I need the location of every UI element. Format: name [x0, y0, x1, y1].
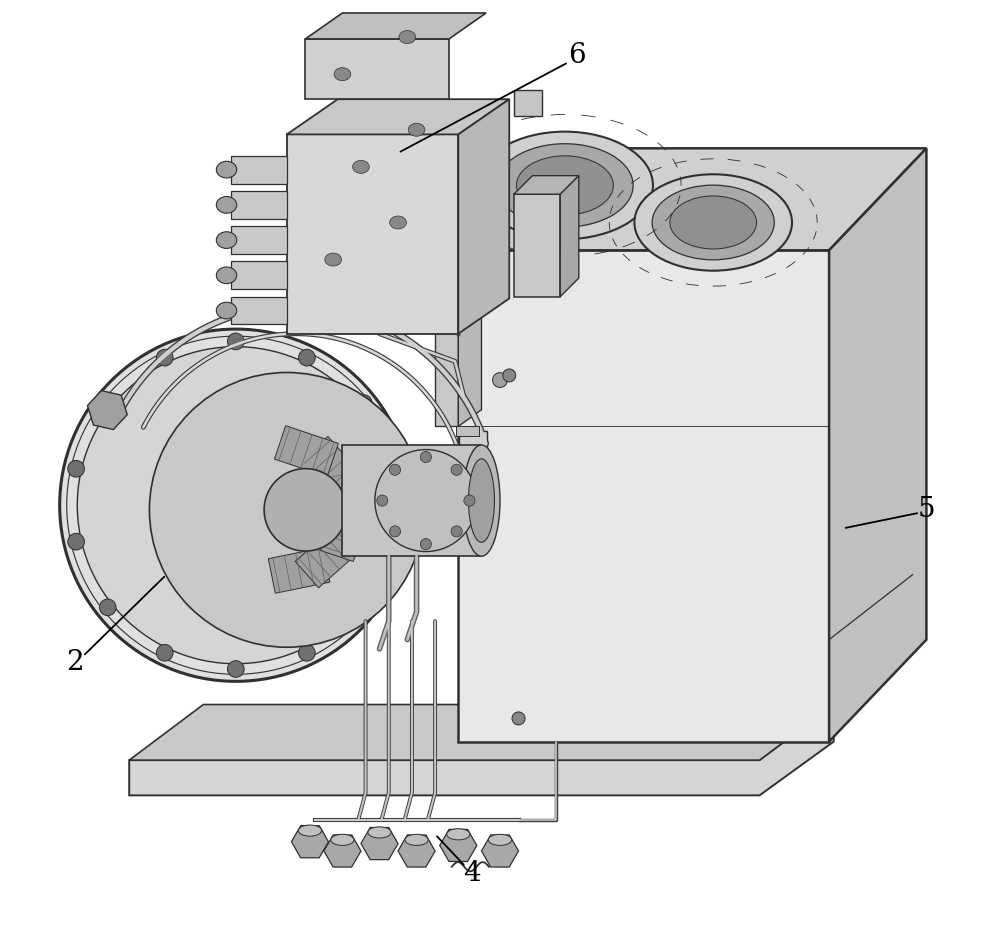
- Circle shape: [99, 599, 116, 616]
- Ellipse shape: [468, 459, 494, 542]
- Polygon shape: [435, 250, 458, 426]
- Circle shape: [299, 349, 315, 366]
- Polygon shape: [129, 705, 834, 795]
- Polygon shape: [231, 261, 287, 289]
- Polygon shape: [514, 90, 542, 116]
- Circle shape: [227, 661, 244, 678]
- Ellipse shape: [331, 834, 354, 845]
- Text: 4: 4: [463, 859, 481, 887]
- Polygon shape: [305, 39, 449, 99]
- Ellipse shape: [408, 123, 425, 136]
- Ellipse shape: [634, 174, 792, 271]
- Polygon shape: [287, 99, 509, 134]
- Polygon shape: [268, 548, 330, 593]
- Polygon shape: [514, 176, 579, 195]
- Polygon shape: [458, 250, 829, 742]
- Ellipse shape: [368, 827, 391, 838]
- Circle shape: [68, 533, 84, 550]
- Ellipse shape: [216, 232, 237, 248]
- Text: 6: 6: [568, 42, 586, 70]
- Text: 2: 2: [67, 649, 84, 677]
- Circle shape: [77, 347, 394, 664]
- Ellipse shape: [390, 216, 406, 229]
- Polygon shape: [231, 191, 287, 219]
- Circle shape: [264, 469, 347, 551]
- Circle shape: [451, 464, 462, 476]
- Ellipse shape: [405, 834, 428, 845]
- Polygon shape: [325, 467, 370, 528]
- Ellipse shape: [497, 144, 633, 227]
- Circle shape: [451, 526, 462, 537]
- Ellipse shape: [334, 68, 351, 81]
- Polygon shape: [129, 705, 834, 760]
- Polygon shape: [302, 437, 365, 502]
- Ellipse shape: [298, 825, 322, 836]
- Ellipse shape: [325, 253, 341, 266]
- Bar: [459, 431, 487, 482]
- Circle shape: [389, 464, 401, 476]
- Ellipse shape: [516, 156, 613, 215]
- Polygon shape: [458, 234, 481, 426]
- Circle shape: [503, 369, 516, 382]
- Ellipse shape: [447, 829, 470, 840]
- Circle shape: [420, 539, 431, 550]
- Circle shape: [149, 373, 424, 647]
- Polygon shape: [305, 13, 486, 39]
- Circle shape: [156, 349, 173, 366]
- Bar: [456, 426, 479, 436]
- Ellipse shape: [216, 302, 237, 319]
- Polygon shape: [514, 195, 560, 297]
- Ellipse shape: [216, 161, 237, 178]
- Polygon shape: [342, 445, 481, 556]
- Polygon shape: [560, 176, 579, 297]
- Ellipse shape: [488, 834, 512, 845]
- Bar: [456, 464, 479, 473]
- Circle shape: [377, 495, 388, 506]
- Circle shape: [68, 461, 84, 477]
- Ellipse shape: [463, 445, 500, 556]
- Circle shape: [227, 333, 244, 349]
- Polygon shape: [829, 148, 926, 742]
- Circle shape: [420, 451, 431, 463]
- Ellipse shape: [399, 31, 416, 44]
- Circle shape: [60, 329, 412, 681]
- Ellipse shape: [652, 185, 774, 260]
- Text: 5: 5: [918, 496, 935, 524]
- Polygon shape: [231, 297, 287, 324]
- Ellipse shape: [477, 132, 653, 239]
- Polygon shape: [458, 99, 509, 334]
- Polygon shape: [231, 156, 287, 184]
- Bar: [456, 445, 479, 454]
- Circle shape: [356, 599, 372, 616]
- Circle shape: [387, 461, 404, 477]
- Ellipse shape: [216, 197, 237, 213]
- Circle shape: [156, 644, 173, 661]
- Polygon shape: [458, 148, 926, 250]
- Circle shape: [512, 712, 525, 725]
- Polygon shape: [287, 134, 458, 334]
- Circle shape: [299, 644, 315, 661]
- Ellipse shape: [670, 196, 757, 249]
- Ellipse shape: [216, 267, 237, 284]
- Bar: [463, 461, 481, 475]
- Polygon shape: [295, 525, 360, 588]
- Circle shape: [356, 395, 372, 412]
- Circle shape: [387, 533, 404, 550]
- Polygon shape: [320, 498, 371, 562]
- Polygon shape: [274, 425, 338, 476]
- Circle shape: [389, 526, 401, 537]
- Circle shape: [99, 395, 116, 412]
- Circle shape: [493, 373, 507, 387]
- Polygon shape: [231, 226, 287, 254]
- Circle shape: [464, 495, 475, 506]
- Circle shape: [375, 450, 477, 552]
- Ellipse shape: [353, 160, 369, 173]
